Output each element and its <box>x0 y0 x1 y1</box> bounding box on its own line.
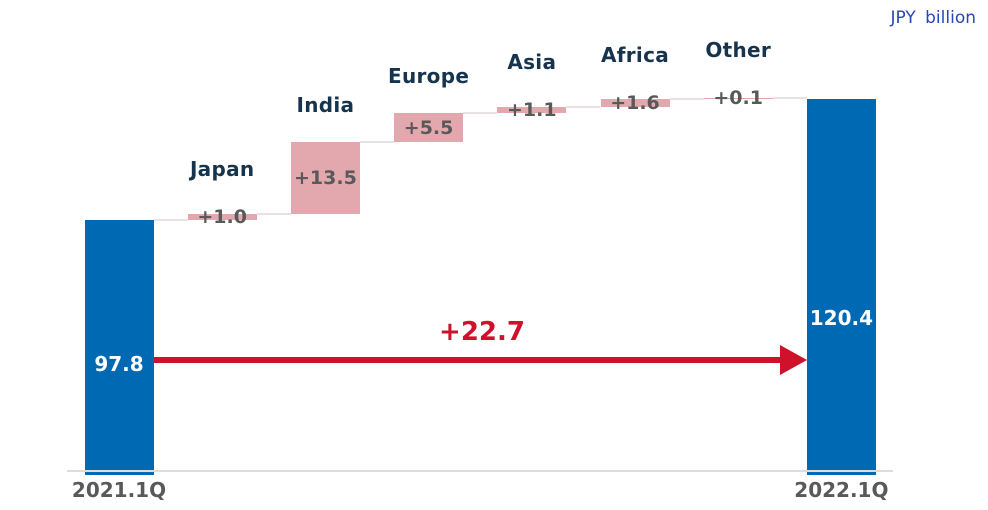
total-change-arrowhead <box>779 345 807 375</box>
category-label-africa: Africa <box>600 42 670 67</box>
connector-line <box>463 111 498 114</box>
connector-line <box>566 106 601 109</box>
bar-india <box>290 142 360 215</box>
bar-europe <box>394 112 464 143</box>
connector-line <box>359 141 395 144</box>
total-change-label: +22.7 <box>439 317 525 347</box>
value-label-japan: +1.0 <box>197 206 247 229</box>
unit-label: JPY billion <box>890 8 976 28</box>
value-label-india: +13.5 <box>293 167 357 190</box>
connector-line <box>772 96 807 99</box>
bar-japan <box>187 214 257 220</box>
value-label-europe: +5.5 <box>403 116 454 139</box>
category-label-asia: Asia <box>507 50 557 74</box>
connector-line <box>256 213 291 216</box>
x-axis-line <box>67 470 893 472</box>
value-label-2021-1q: 97.8 <box>94 352 144 376</box>
axis-label-2021-1q: 2021.1Q <box>71 478 167 502</box>
bar-2021-1q <box>84 219 154 475</box>
category-label-japan: Japan <box>189 157 255 182</box>
bar-other <box>703 97 773 99</box>
axis-label-2022-1q: 2022.1Q <box>794 478 889 502</box>
category-label-india: India <box>296 93 355 118</box>
value-label-asia: +1.1 <box>507 99 557 121</box>
category-label-other: Other <box>705 38 772 63</box>
connector-line <box>153 218 188 221</box>
value-label-other: +0.1 <box>713 87 763 110</box>
bar-africa <box>600 98 670 108</box>
bar-2022-1q <box>806 99 876 475</box>
bar-asia <box>497 107 567 113</box>
value-label-2022-1q: 120.4 <box>809 306 874 330</box>
total-change-arrow <box>153 357 780 363</box>
connector-line <box>669 97 704 100</box>
category-label-europe: Europe <box>388 63 470 88</box>
value-label-africa: +1.6 <box>610 91 660 114</box>
